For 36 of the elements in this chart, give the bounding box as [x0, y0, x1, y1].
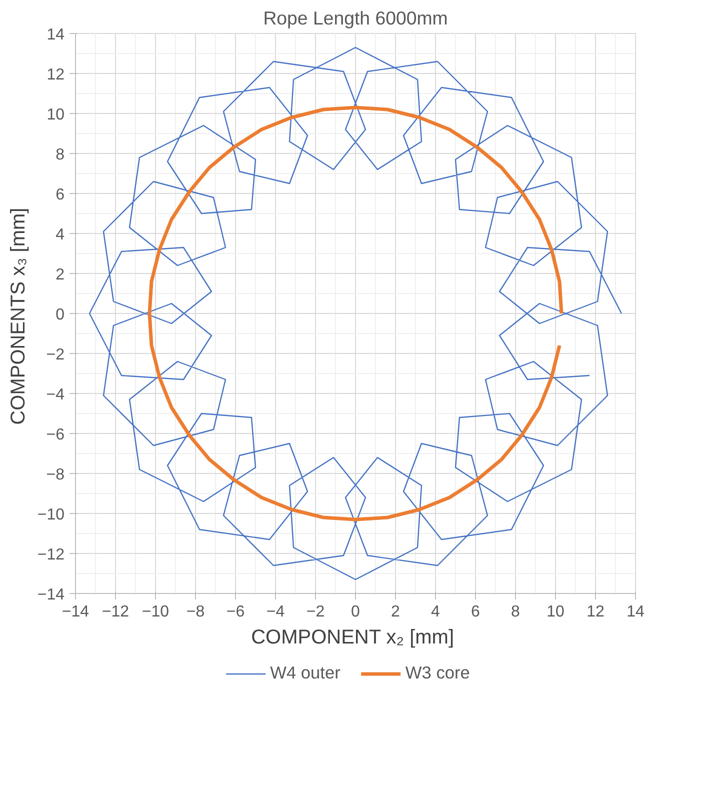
y-tick-label: 12: [46, 66, 65, 84]
y-tick-label: 4: [56, 226, 65, 244]
legend-label: W4 outer: [270, 662, 340, 684]
x-tick-label: −4: [266, 604, 285, 620]
x-tick-label: −6: [226, 604, 245, 620]
y-tick-label: 8: [56, 146, 65, 164]
x-tick-label: 8: [511, 604, 520, 620]
y-tick-label: 0: [56, 306, 65, 324]
y-tick-label: −2: [46, 346, 65, 364]
y-tick-label: 14: [46, 26, 65, 44]
x-tick-label: 10: [546, 604, 564, 620]
x-tick-label: 2: [391, 604, 400, 620]
y-tick-label: 10: [46, 106, 65, 124]
x-tick-label: 14: [626, 604, 644, 620]
y-tick-label: −4: [46, 386, 65, 404]
x-tick-label: −2: [306, 604, 325, 620]
y-tick-label: 2: [56, 266, 65, 284]
y-tick-label: 6: [56, 186, 65, 204]
x-tick-label: −8: [186, 604, 205, 620]
line-series: [88, 46, 622, 580]
line-series: [148, 106, 564, 522]
legend-label: W3 core: [405, 662, 470, 684]
y-axis-title: COMPONENTS x₃ [mm]: [8, 208, 30, 425]
y-tick-label: −12: [37, 546, 65, 564]
x-tick-label: 12: [586, 604, 604, 620]
y-tick-label: −10: [37, 506, 65, 524]
y-tick-label: −8: [46, 466, 65, 484]
x-axis-title: COMPONENT x₂ [mm]: [251, 626, 454, 648]
y-tick-label: −6: [46, 426, 65, 444]
x-tick-label: 6: [471, 604, 480, 620]
x-tick-label: 4: [431, 604, 440, 620]
x-tick-label: 0: [351, 604, 360, 620]
x-tick-label: −12: [102, 604, 130, 620]
chart-title: Rope Length 6000mm: [263, 8, 448, 28]
y-tick-label: −14: [37, 586, 65, 604]
x-tick-label: −10: [142, 604, 170, 620]
